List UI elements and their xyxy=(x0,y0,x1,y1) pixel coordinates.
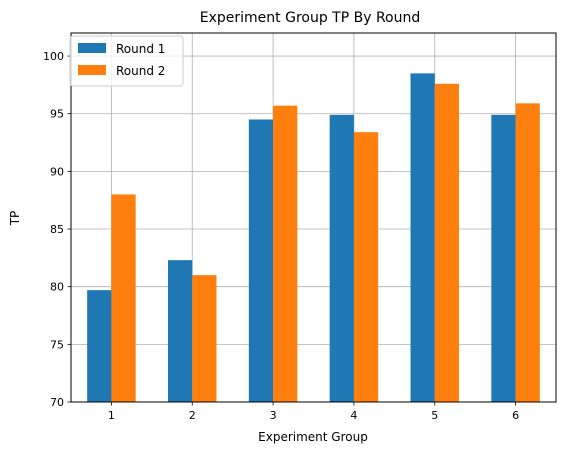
bar-round-2-group-4 xyxy=(353,132,379,402)
y-tick-label: 70 xyxy=(50,396,64,409)
y-tick-label: 95 xyxy=(50,108,64,121)
x-tick-label: 4 xyxy=(350,409,357,422)
y-tick-label: 80 xyxy=(50,281,64,294)
bar-round-2-group-1 xyxy=(111,194,136,402)
x-axis-label: Experiment Group xyxy=(258,430,368,444)
bar-round-2-group-3 xyxy=(273,105,298,402)
bar-round-1-group-5 xyxy=(410,73,435,402)
y-axis-label: TP xyxy=(8,211,22,227)
legend-label-round-1: Round 1 xyxy=(116,42,165,56)
bar-round-1-group-2 xyxy=(168,260,193,402)
y-tick-label: 90 xyxy=(50,165,64,178)
bars xyxy=(87,73,540,403)
y-tick-label: 75 xyxy=(50,338,64,351)
axis-ticks: 70 75 80 85 90 95 100 1 2 3 4 5 6 xyxy=(43,50,519,422)
x-tick-label: 6 xyxy=(512,409,519,422)
bar-round-2-group-2 xyxy=(192,275,217,402)
x-tick-label: 2 xyxy=(189,409,196,422)
bar-round-1-group-3 xyxy=(248,119,274,402)
legend-swatch-round-1 xyxy=(78,43,106,53)
bar-round-1-group-6 xyxy=(491,114,516,402)
plot-area xyxy=(71,33,556,402)
bar-round-2-group-6 xyxy=(515,103,540,402)
x-tick-label: 3 xyxy=(270,409,277,422)
legend-label-round-2: Round 2 xyxy=(116,64,165,78)
y-tick-label: 85 xyxy=(50,223,64,236)
legend-swatch-round-2 xyxy=(78,65,106,75)
legend: Round 1 Round 2 xyxy=(69,35,184,87)
chart-title: Experiment Group TP By Round xyxy=(200,10,421,26)
bar-round-1-group-1 xyxy=(87,290,112,402)
y-tick-label: 100 xyxy=(43,50,64,63)
bar-round-2-group-5 xyxy=(434,83,459,403)
bar-round-1-group-4 xyxy=(329,114,354,402)
x-tick-label: 1 xyxy=(108,409,115,422)
x-tick-label: 5 xyxy=(431,409,438,422)
plot-frame xyxy=(70,32,557,403)
